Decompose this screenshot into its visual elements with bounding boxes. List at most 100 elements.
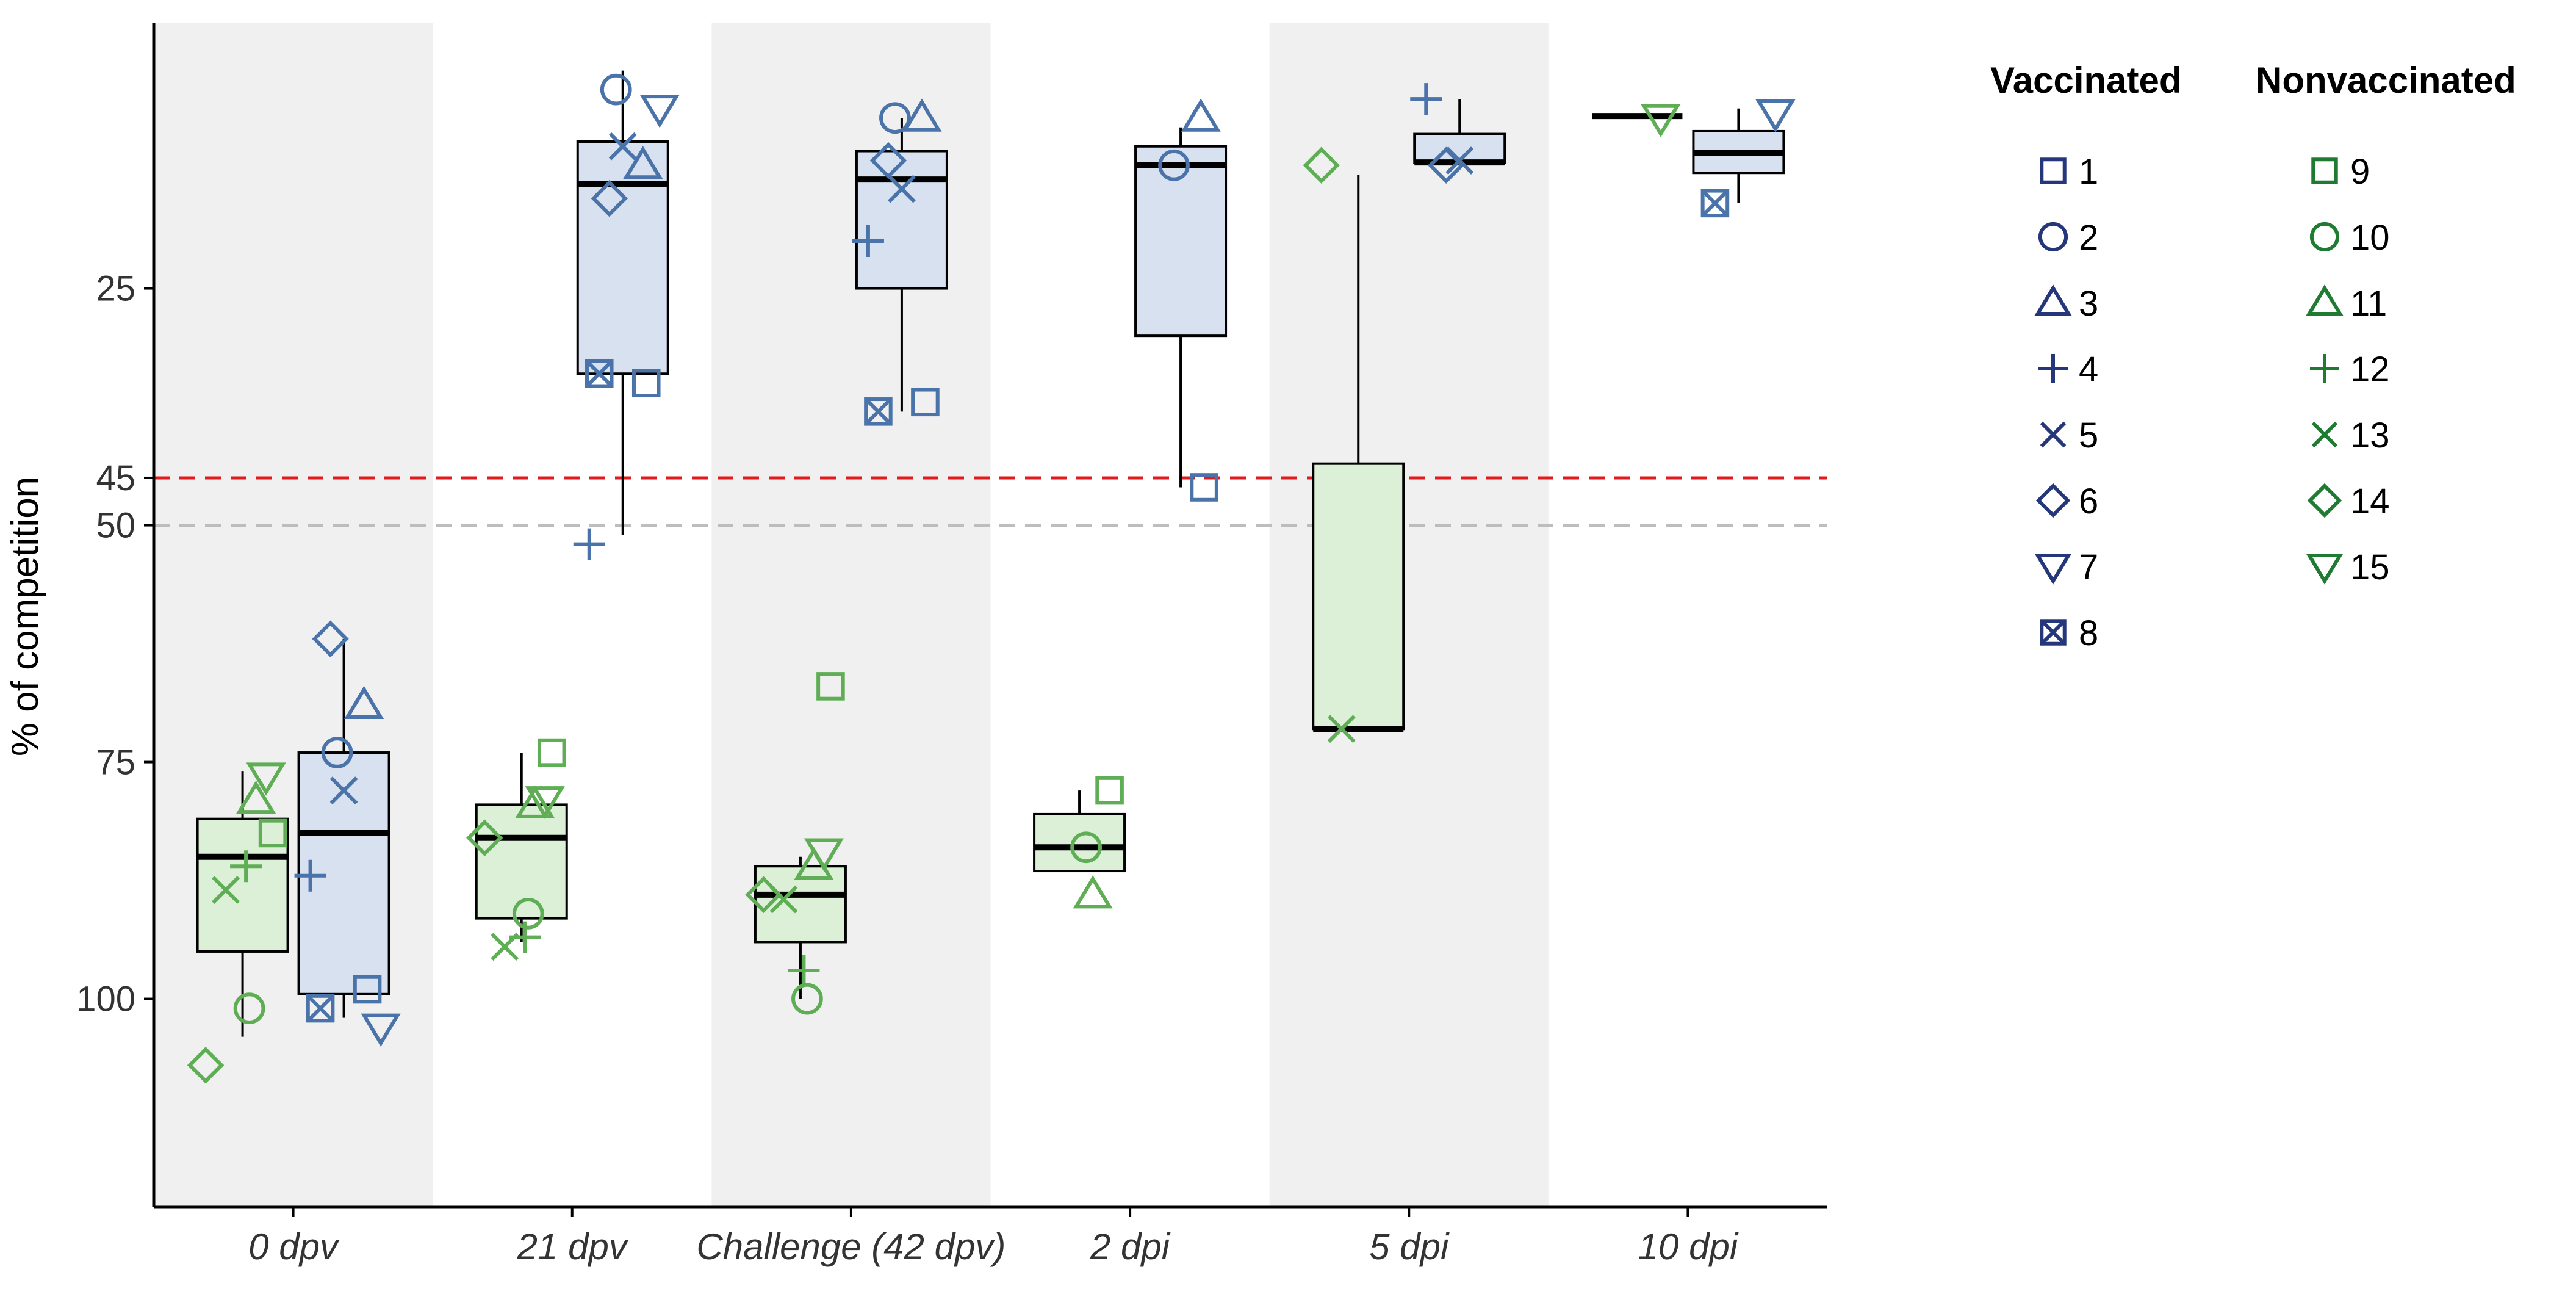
point-animal-6 bbox=[1428, 146, 1465, 184]
legend-label: 5 bbox=[2079, 416, 2098, 455]
legend-symbol bbox=[2035, 483, 2071, 518]
legend-title-vaccinated: Vaccinated bbox=[1990, 60, 2182, 101]
point-animal-4 bbox=[852, 225, 884, 257]
legend-entry-14: 14 bbox=[2307, 482, 2390, 521]
symbol-square bbox=[537, 738, 566, 767]
legend-entry-12: 12 bbox=[2310, 350, 2390, 389]
data-points bbox=[187, 73, 1796, 1084]
symbol-circle bbox=[321, 737, 353, 768]
legend-label: 14 bbox=[2350, 482, 2390, 521]
reference-lines bbox=[154, 476, 1827, 527]
x-tick-label: 2 dpi bbox=[1090, 1226, 1171, 1267]
symbol-triangle-up bbox=[1073, 875, 1113, 909]
symbol-triangle-up bbox=[344, 685, 384, 719]
legend-label: 11 bbox=[2350, 284, 2387, 323]
point-animal-8 bbox=[306, 994, 335, 1023]
legend-label: 6 bbox=[2079, 482, 2098, 521]
point-animal-7 bbox=[1755, 99, 1796, 133]
point-animal-7 bbox=[639, 95, 680, 128]
legend-symbol bbox=[2311, 157, 2338, 184]
symbol-square bbox=[2311, 157, 2338, 184]
box bbox=[1413, 132, 1506, 164]
symbol-square bbox=[911, 388, 940, 417]
legend-symbol bbox=[2311, 421, 2338, 448]
legend-label: 8 bbox=[2079, 613, 2098, 653]
legend-symbol bbox=[2034, 554, 2072, 585]
legend-label: 10 bbox=[2350, 218, 2390, 258]
point-animal-4 bbox=[1410, 83, 1442, 115]
point-animal-12 bbox=[788, 955, 820, 986]
symbol-cross bbox=[212, 876, 240, 905]
symbol-triangle-down bbox=[1755, 99, 1796, 133]
point-animal-11 bbox=[236, 780, 276, 814]
point-animal-13 bbox=[212, 876, 240, 905]
point-animal-2 bbox=[321, 737, 353, 768]
symbol-square bbox=[1190, 473, 1218, 502]
symbol-square bbox=[258, 818, 287, 848]
x-tick-label: 0 dpv bbox=[248, 1226, 340, 1267]
point-animal-3 bbox=[902, 98, 942, 132]
legend-symbol bbox=[2040, 421, 2067, 448]
legend-symbol bbox=[2307, 483, 2342, 518]
symbol-cross bbox=[306, 994, 334, 1022]
legend-entry-8: 8 bbox=[2040, 613, 2098, 653]
legend-entry-2: 2 bbox=[2038, 218, 2098, 258]
point-animal-9 bbox=[816, 672, 845, 701]
point-animal-9 bbox=[537, 738, 566, 767]
point-animal-6 bbox=[869, 142, 907, 179]
symbol-cross bbox=[2040, 620, 2066, 645]
y-tick-label: 75 bbox=[96, 743, 135, 782]
y-tick-label: 100 bbox=[76, 980, 135, 1019]
point-animal-6 bbox=[591, 179, 628, 217]
symbol-square bbox=[585, 359, 614, 388]
symbol-diamond bbox=[745, 876, 782, 914]
legend-symbol bbox=[2038, 354, 2068, 383]
symbol-cross bbox=[608, 132, 637, 161]
point-animal-10 bbox=[233, 992, 265, 1024]
box bbox=[1312, 462, 1405, 731]
point-animal-8 bbox=[864, 397, 893, 426]
y-tick-label: 50 bbox=[96, 506, 135, 546]
legend-label: 9 bbox=[2350, 152, 2370, 192]
y-axis-title: % of competition bbox=[4, 477, 46, 756]
point-animal-5 bbox=[887, 175, 916, 203]
legend-entry-15: 15 bbox=[2306, 547, 2390, 587]
symbol-diamond bbox=[466, 819, 503, 856]
boxplots bbox=[196, 70, 1785, 1037]
symbol-triangle-up bbox=[2306, 284, 2344, 316]
box bbox=[576, 140, 669, 375]
box-vaccinated bbox=[855, 118, 948, 412]
category-band bbox=[711, 23, 991, 1207]
legend-label: 4 bbox=[2079, 350, 2098, 389]
symbol-circle bbox=[2309, 222, 2340, 252]
point-animal-5 bbox=[608, 132, 637, 161]
symbol-triangle-up bbox=[2034, 284, 2072, 316]
point-animal-14 bbox=[187, 1046, 225, 1084]
box bbox=[196, 817, 289, 953]
x-tick-label: 10 dpi bbox=[1638, 1226, 1739, 1267]
x-tick-label: 5 dpi bbox=[1369, 1226, 1450, 1267]
legend-entry-10: 10 bbox=[2309, 218, 2390, 258]
point-animal-10 bbox=[1070, 831, 1102, 864]
point-animal-3 bbox=[1181, 98, 1221, 132]
symbol-cross bbox=[2040, 421, 2067, 448]
point-animal-2 bbox=[600, 73, 632, 106]
x-ticks: 0 dpv 21 dpv Challenge (42 dpv) 2 dpi 5 dpi 1… bbox=[248, 1207, 1739, 1267]
y-tick-label: 25 bbox=[96, 269, 135, 309]
symbol-circle bbox=[791, 983, 823, 1015]
symbol-diamond bbox=[187, 1046, 225, 1084]
symbol-plus bbox=[788, 955, 820, 986]
symbol-circle bbox=[512, 898, 544, 930]
box-vaccinated bbox=[1134, 127, 1228, 488]
point-animal-6 bbox=[312, 620, 349, 658]
legend-label: 13 bbox=[2350, 416, 2390, 455]
symbol-circle bbox=[600, 73, 632, 106]
legend-symbol bbox=[2306, 554, 2344, 585]
legend-label: 1 bbox=[2079, 152, 2098, 192]
symbol-cross bbox=[329, 776, 358, 805]
symbol-triangle-up bbox=[902, 98, 942, 132]
point-animal-4 bbox=[573, 528, 605, 560]
legend-symbol bbox=[2306, 284, 2344, 316]
symbol-cross bbox=[887, 175, 916, 203]
